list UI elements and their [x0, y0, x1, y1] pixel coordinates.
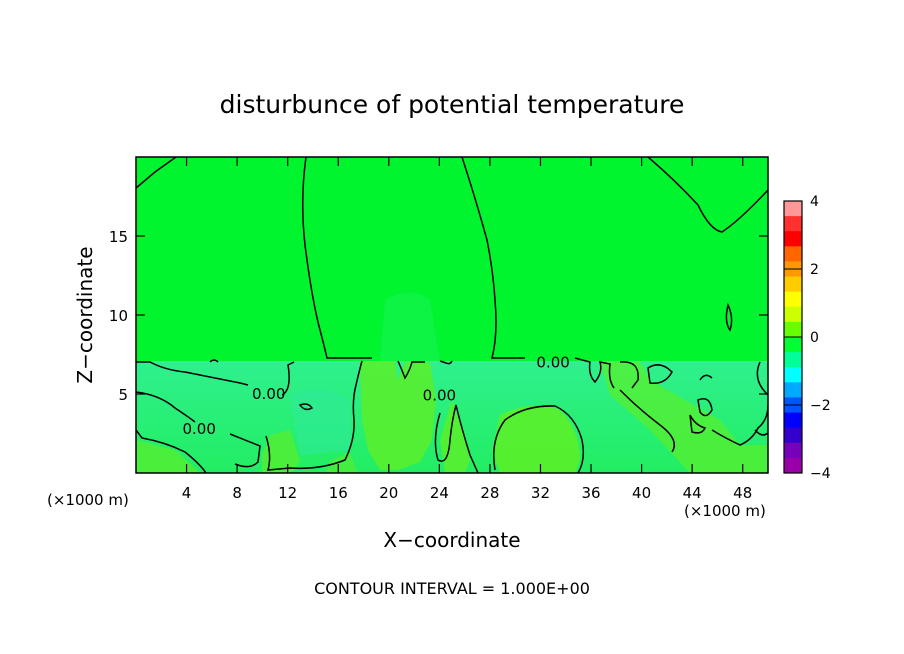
colorbar-swatch: [784, 337, 802, 353]
y-axis-label: Z−coordinate: [73, 246, 97, 383]
colorbar-swatch: [784, 352, 802, 368]
contour-line: [136, 429, 207, 473]
contour-line: [229, 433, 261, 468]
contour-line: [298, 403, 314, 411]
contour-line: [397, 360, 425, 380]
contour-line: [697, 398, 713, 417]
y-tick-label: 10: [109, 307, 128, 325]
x-tick-label: 48: [733, 484, 752, 502]
contour-line: [647, 364, 673, 385]
contour-line: [725, 302, 733, 332]
x-tick-label: 32: [531, 484, 550, 502]
contour-line: [647, 157, 768, 233]
contour-line: [281, 361, 295, 396]
x-tick-label: 36: [581, 484, 600, 502]
chart-title: disturbunce of potential temperature: [220, 90, 685, 119]
contour-line: [439, 360, 453, 365]
contour-line: [493, 405, 585, 473]
contour-line: [302, 157, 372, 359]
x-tick-label: 16: [329, 484, 348, 502]
colorbar-swatch: [784, 367, 802, 383]
x-tick-label: 8: [232, 484, 242, 502]
contour-label: 0.00: [536, 353, 569, 371]
colorbar: 4 2 0 −2 −4: [783, 194, 831, 482]
colorbar-swatch: [784, 201, 802, 217]
x-tick-label: 44: [683, 484, 702, 502]
contour-line: [209, 359, 219, 363]
contour-line: [434, 404, 479, 473]
contour-line: [136, 157, 177, 189]
warm-patch: [600, 361, 768, 473]
contour-line: [711, 404, 768, 446]
contour-line: [689, 414, 707, 434]
contour-line: [136, 391, 196, 423]
warm-patch: [136, 440, 200, 473]
x-unit-left: (×1000 m): [47, 491, 129, 509]
contour-line: [136, 361, 249, 386]
colorbar-swatch: [784, 457, 802, 474]
contour-line: [461, 157, 525, 359]
colorbar-swatch: [784, 291, 802, 308]
warm-patch: [262, 430, 300, 473]
colorbar-swatch: [784, 442, 802, 459]
footer-note: CONTOUR INTERVAL = 1.000E+00: [314, 579, 590, 598]
contour-labels: 0.00 0.00 0.00 0.00: [182, 353, 569, 437]
colorbar-swatch: [784, 412, 802, 429]
contour-line: [699, 374, 713, 381]
contour-lines: [136, 157, 768, 473]
x-tick-label: 28: [480, 484, 499, 502]
colorbar-swatch: [784, 231, 802, 247]
colorbar-swatch: [784, 246, 802, 262]
x-unit-right: (×1000 m): [684, 502, 766, 520]
contour-line: [756, 361, 768, 396]
colorbar-swatch: [784, 306, 802, 323]
colorbar-tick-label: 2: [810, 262, 819, 278]
colorbar-swatch: [784, 427, 802, 444]
warm-patch: [492, 406, 580, 473]
contour-line: [619, 361, 639, 389]
y-tick-label: 15: [109, 228, 128, 246]
colorbar-tick-label: −4: [810, 466, 831, 482]
colorbar-tick-label: −2: [810, 398, 831, 414]
x-tick-label: 12: [278, 484, 297, 502]
colorbar-tick-label: 4: [810, 194, 819, 210]
cool-column: [380, 292, 440, 361]
contour-label: 0.00: [182, 420, 215, 438]
contour-line: [574, 357, 615, 389]
warm-patch: [326, 452, 358, 473]
contour-label: 0.00: [252, 385, 285, 403]
x-tick-label: 24: [430, 484, 449, 502]
x-tick-label: 4: [182, 484, 192, 502]
x-tick-label: 20: [379, 484, 398, 502]
colorbar-tick-label: 0: [810, 330, 819, 346]
colorbar-swatch: [784, 216, 802, 232]
x-tick-label: 40: [632, 484, 651, 502]
warm-patch: [360, 361, 436, 470]
contour-line: [265, 360, 363, 471]
plot-area: [136, 157, 768, 473]
y-axis: 5 10 15: [109, 228, 768, 404]
colorbar-swatch: [784, 276, 802, 293]
x-axis: 4 8 12 16 20 24 28 32 36 40 44 48: [182, 157, 752, 502]
x-axis-label: X−coordinate: [383, 528, 520, 552]
cool-patch: [290, 388, 352, 455]
y-tick-label: 5: [118, 386, 128, 404]
contour-line: [754, 429, 768, 436]
colorbar-swatch: [784, 321, 802, 338]
colorbar-swatch: [784, 382, 802, 398]
contour-line: [619, 389, 675, 453]
contour-label: 0.00: [423, 387, 456, 405]
